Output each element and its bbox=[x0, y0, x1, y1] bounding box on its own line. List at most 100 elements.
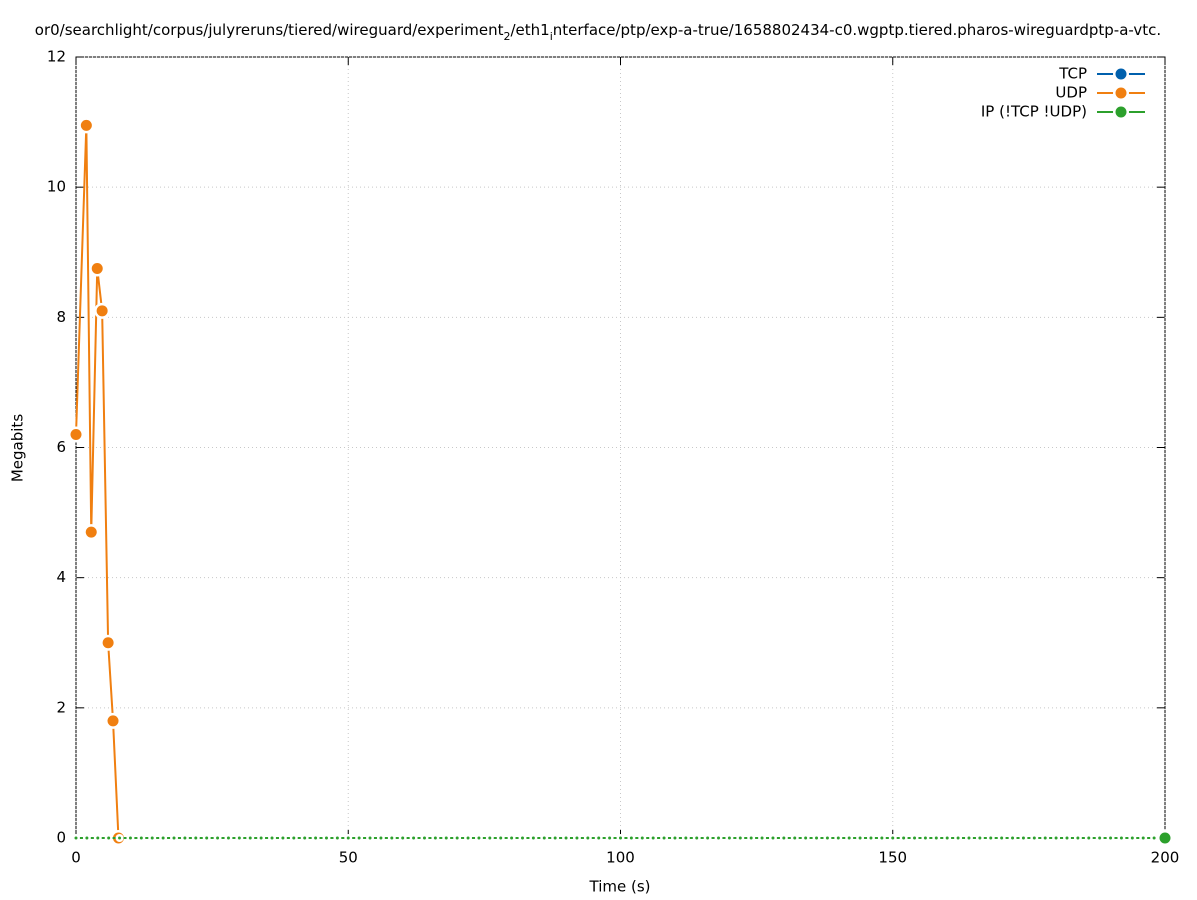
data-point bbox=[85, 836, 89, 840]
data-point bbox=[858, 836, 862, 840]
data-point bbox=[292, 836, 296, 840]
data-point bbox=[91, 263, 103, 275]
data-point bbox=[270, 836, 274, 840]
data-point bbox=[760, 836, 764, 840]
data-point bbox=[139, 836, 143, 840]
data-point bbox=[1152, 836, 1156, 840]
data-point bbox=[989, 836, 993, 840]
x-tick-label: 150 bbox=[878, 849, 907, 867]
data-point bbox=[978, 836, 982, 840]
data-point bbox=[1032, 836, 1036, 840]
data-point bbox=[1000, 836, 1004, 840]
data-point bbox=[1054, 836, 1058, 840]
data-point bbox=[477, 836, 481, 840]
data-point bbox=[335, 836, 339, 840]
data-point bbox=[357, 836, 361, 840]
data-point bbox=[575, 836, 579, 840]
data-point bbox=[172, 836, 176, 840]
title-part: 2 bbox=[503, 30, 510, 43]
data-point bbox=[1087, 836, 1091, 840]
data-point bbox=[412, 836, 416, 840]
data-point bbox=[619, 836, 622, 840]
data-point bbox=[586, 836, 590, 840]
data-point bbox=[608, 836, 612, 840]
chart-title: or0/searchlight/corpus/julyreruns/tiered… bbox=[35, 21, 1161, 43]
title-part: /eth1 bbox=[510, 21, 549, 39]
data-point bbox=[923, 836, 927, 840]
data-point bbox=[793, 836, 797, 840]
data-point bbox=[1109, 836, 1113, 840]
data-point bbox=[183, 836, 187, 840]
data-point bbox=[749, 836, 753, 840]
data-point bbox=[216, 836, 220, 840]
data-point bbox=[1043, 836, 1047, 840]
data-point bbox=[891, 836, 895, 840]
data-point bbox=[934, 836, 938, 840]
data-point bbox=[967, 836, 971, 840]
data-point bbox=[314, 836, 318, 840]
data-point bbox=[847, 836, 851, 840]
data-point bbox=[488, 836, 492, 840]
data-point bbox=[324, 836, 328, 840]
data-point bbox=[836, 836, 840, 840]
data-point bbox=[433, 836, 437, 840]
data-point bbox=[455, 836, 459, 840]
y-tick-label: 10 bbox=[47, 178, 66, 196]
data-point bbox=[771, 836, 775, 840]
data-point bbox=[542, 836, 546, 840]
data-point bbox=[913, 836, 917, 840]
data-point bbox=[303, 836, 307, 840]
data-point bbox=[651, 836, 655, 840]
data-point bbox=[128, 836, 132, 840]
data-point bbox=[390, 836, 394, 840]
legend-marker bbox=[1115, 68, 1127, 80]
data-point bbox=[150, 836, 154, 840]
title-part: i bbox=[550, 30, 553, 43]
x-tick-label: 100 bbox=[606, 849, 635, 867]
data-point bbox=[1119, 836, 1123, 840]
data-point bbox=[259, 836, 263, 840]
data-point bbox=[662, 836, 666, 840]
data-point bbox=[102, 637, 114, 649]
data-point bbox=[956, 836, 960, 840]
x-axis-label: Time (s) bbox=[589, 878, 651, 896]
x-tick-label: 200 bbox=[1151, 849, 1180, 867]
data-point bbox=[248, 836, 252, 840]
data-point bbox=[869, 836, 873, 840]
legend-marker bbox=[1115, 87, 1127, 99]
data-point bbox=[107, 715, 119, 727]
legend-label: UDP bbox=[1055, 84, 1087, 102]
data-point bbox=[902, 836, 906, 840]
y-tick-label: 12 bbox=[47, 48, 66, 66]
data-point bbox=[1159, 832, 1171, 844]
data-point bbox=[564, 836, 568, 840]
data-point bbox=[1065, 836, 1069, 840]
data-point bbox=[226, 836, 230, 840]
data-point bbox=[782, 836, 786, 840]
data-point bbox=[1098, 836, 1102, 840]
data-point bbox=[673, 836, 677, 840]
data-point bbox=[444, 836, 448, 840]
data-point bbox=[107, 836, 111, 840]
data-point bbox=[161, 836, 165, 840]
data-point bbox=[825, 836, 829, 840]
data-point bbox=[499, 836, 503, 840]
data-point bbox=[205, 836, 209, 840]
y-axis-label: Megabits bbox=[9, 414, 27, 482]
data-point bbox=[96, 305, 108, 317]
data-point bbox=[466, 836, 470, 840]
data-point bbox=[281, 836, 285, 840]
data-point bbox=[346, 836, 350, 840]
data-point bbox=[597, 836, 601, 840]
data-point bbox=[74, 836, 78, 840]
legend-label: IP (!TCP !UDP) bbox=[981, 103, 1087, 121]
data-point bbox=[70, 428, 82, 440]
title-part: nterface/ptp/exp-a-true/1658802434-c0.wg… bbox=[553, 21, 1161, 39]
data-point bbox=[531, 836, 535, 840]
data-point bbox=[684, 836, 688, 840]
data-point bbox=[80, 119, 92, 131]
data-point bbox=[194, 836, 198, 840]
data-point bbox=[1021, 836, 1025, 840]
data-point bbox=[422, 836, 426, 840]
y-tick-label: 0 bbox=[56, 829, 66, 847]
